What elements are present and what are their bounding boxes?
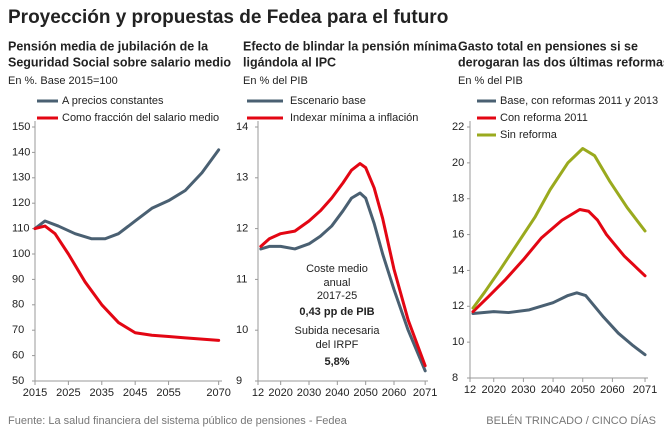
panel-title: derogaran las dos últimas reformas (458, 55, 664, 69)
y-tick-label: 110 (12, 223, 30, 235)
y-tick-label: 130 (12, 172, 30, 184)
legend-label: Como fracción del salario medio (62, 112, 219, 124)
series-line (471, 291, 647, 357)
y-tick-label: 18 (452, 193, 464, 205)
y-tick-label: 12 (452, 300, 464, 312)
annotation-box (283, 258, 391, 376)
x-tick-label: 2050 (353, 387, 377, 399)
panel-title: Efecto de blindar la pensión mínima (243, 39, 458, 53)
y-tick-label: 10 (236, 324, 248, 336)
x-tick-label: 2020 (268, 387, 292, 399)
y-tick-label: 70 (12, 324, 24, 336)
series-line (471, 207, 647, 314)
panel-title: Pensión media de jubilación de la (8, 39, 209, 53)
y-tick-label: 9 (236, 375, 242, 387)
y-tick-label: 14 (236, 121, 248, 133)
y-tick-label: 8 (452, 372, 458, 384)
y-tick-label: 14 (452, 264, 464, 276)
panel-title: Seguridad Social sobre salario medio (8, 55, 231, 69)
x-tick-label: 2015 (23, 387, 47, 399)
annotation: 5,8% (324, 356, 349, 368)
x-tick-label: 2040 (325, 387, 349, 399)
y-tick-label: 11 (236, 273, 247, 285)
x-tick-label: 2060 (600, 384, 624, 396)
y-tick-label: 140 (12, 146, 30, 158)
source: Fuente: La salud financiera del sistema … (8, 415, 348, 427)
y-tick-label: 50 (12, 375, 24, 387)
series-line (33, 148, 221, 241)
y-tick-label: 22 (452, 121, 464, 133)
x-tick-label: 2040 (541, 384, 565, 396)
x-tick-label: 2070 (206, 387, 230, 399)
legend-label: Escenario base (290, 95, 366, 107)
y-tick-label: 13 (236, 172, 248, 184)
annotation: del IRPF (316, 339, 359, 351)
x-tick-label: 2035 (90, 387, 114, 399)
panel-subtitle: En %. Base 2015=100 (8, 75, 118, 87)
annotation: Subida necesaria (294, 325, 380, 337)
y-tick-label: 90 (12, 273, 24, 285)
x-tick-label: 2050 (570, 384, 594, 396)
y-tick-label: 10 (452, 336, 464, 348)
series-line (259, 162, 427, 368)
y-tick-label: 12 (236, 223, 248, 235)
y-tick-label: 150 (12, 121, 30, 133)
panel-subtitle: En % del PIB (458, 75, 523, 87)
legend-label: Con reforma 2011 (500, 112, 588, 124)
y-tick-label: 16 (452, 228, 464, 240)
annotation: anual (324, 277, 351, 289)
y-tick-label: 80 (12, 299, 24, 311)
legend-label: Indexar mínima a inflación (290, 112, 418, 124)
x-tick-label: 2025 (56, 387, 80, 399)
annotation: Coste medio (306, 263, 368, 275)
x-tick-label: 2020 (481, 384, 505, 396)
y-tick-label: 100 (12, 248, 30, 260)
x-tick-label: 2030 (297, 387, 321, 399)
series-line (33, 224, 221, 342)
y-tick-label: 20 (452, 157, 464, 169)
x-tick-label: 2045 (123, 387, 147, 399)
annotation: 2017-25 (317, 290, 357, 302)
main-title: Proyección y propuestas de Fedea para el… (8, 7, 448, 28)
y-tick-label: 120 (12, 197, 30, 209)
x-tick-label: 2071 (413, 387, 437, 399)
annotation: 0,43 pp de PIB (299, 306, 374, 318)
x-tick-label: 12 (252, 387, 264, 399)
x-tick-label: 2071 (633, 384, 657, 396)
panel-title: ligándola al IPC (243, 55, 336, 69)
panel-title: Gasto total en pensiones si se (458, 39, 638, 53)
legend-label: A precios constantes (62, 95, 164, 107)
x-tick-label: 2030 (511, 384, 535, 396)
credit: BELÉN TRINCADO / CINCO DÍAS (486, 414, 656, 427)
series-line (471, 147, 647, 310)
x-tick-label: 2060 (382, 387, 406, 399)
x-tick-label: 12 (464, 384, 476, 396)
legend-label: Sin reforma (500, 129, 558, 141)
x-tick-label: 2055 (156, 387, 180, 399)
panel-subtitle: En % del PIB (243, 75, 308, 87)
legend-label: Base, con reformas 2011 y 2013 (500, 95, 658, 107)
y-tick-label: 60 (12, 350, 24, 362)
series-line (259, 191, 427, 373)
